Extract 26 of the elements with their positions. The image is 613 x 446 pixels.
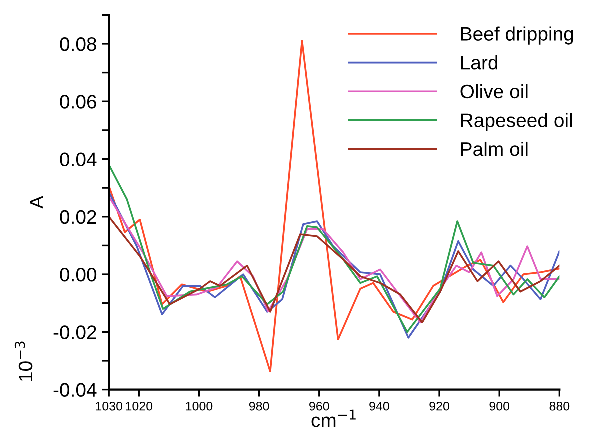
x-tick-label: 960 bbox=[310, 402, 330, 411]
y-tick-label: -0.04 bbox=[54, 383, 97, 398]
x-tick-label: 980 bbox=[249, 402, 270, 411]
line-series bbox=[109, 216, 560, 324]
x-tick-label: 1000 bbox=[186, 402, 213, 411]
legend-label: Olive oil bbox=[460, 84, 528, 99]
legend-label: Beef dripping bbox=[461, 26, 574, 45]
y-tick-label: 0.06 bbox=[60, 95, 96, 109]
y-tick-label: -0.02 bbox=[54, 326, 96, 340]
text: 10$^{−3}$ bbox=[14, 342, 33, 382]
legend-label: Lard bbox=[461, 56, 498, 70]
y-tick-label: 0.08 bbox=[60, 37, 96, 52]
y-tick-label: 0.04 bbox=[60, 152, 97, 166]
x-tick-label: 1030 bbox=[96, 402, 123, 411]
x-tick-label: 940 bbox=[370, 402, 390, 411]
legend-label: Rapeseed oil bbox=[461, 113, 572, 132]
x-tick-label: 920 bbox=[430, 402, 450, 411]
y-tick-label: 0.00 bbox=[60, 268, 97, 282]
line-series bbox=[109, 164, 560, 334]
y-tick-label: 0.02 bbox=[60, 210, 96, 224]
x-tick-label: 900 bbox=[490, 402, 510, 411]
y-axis-title: A bbox=[30, 196, 44, 209]
x-axis-title: cm$^{−1}$ bbox=[312, 410, 356, 428]
x-tick-label: 880 bbox=[550, 402, 570, 411]
x-tick-label: 1020 bbox=[126, 402, 153, 411]
legend-label: Palm oil bbox=[461, 142, 528, 156]
